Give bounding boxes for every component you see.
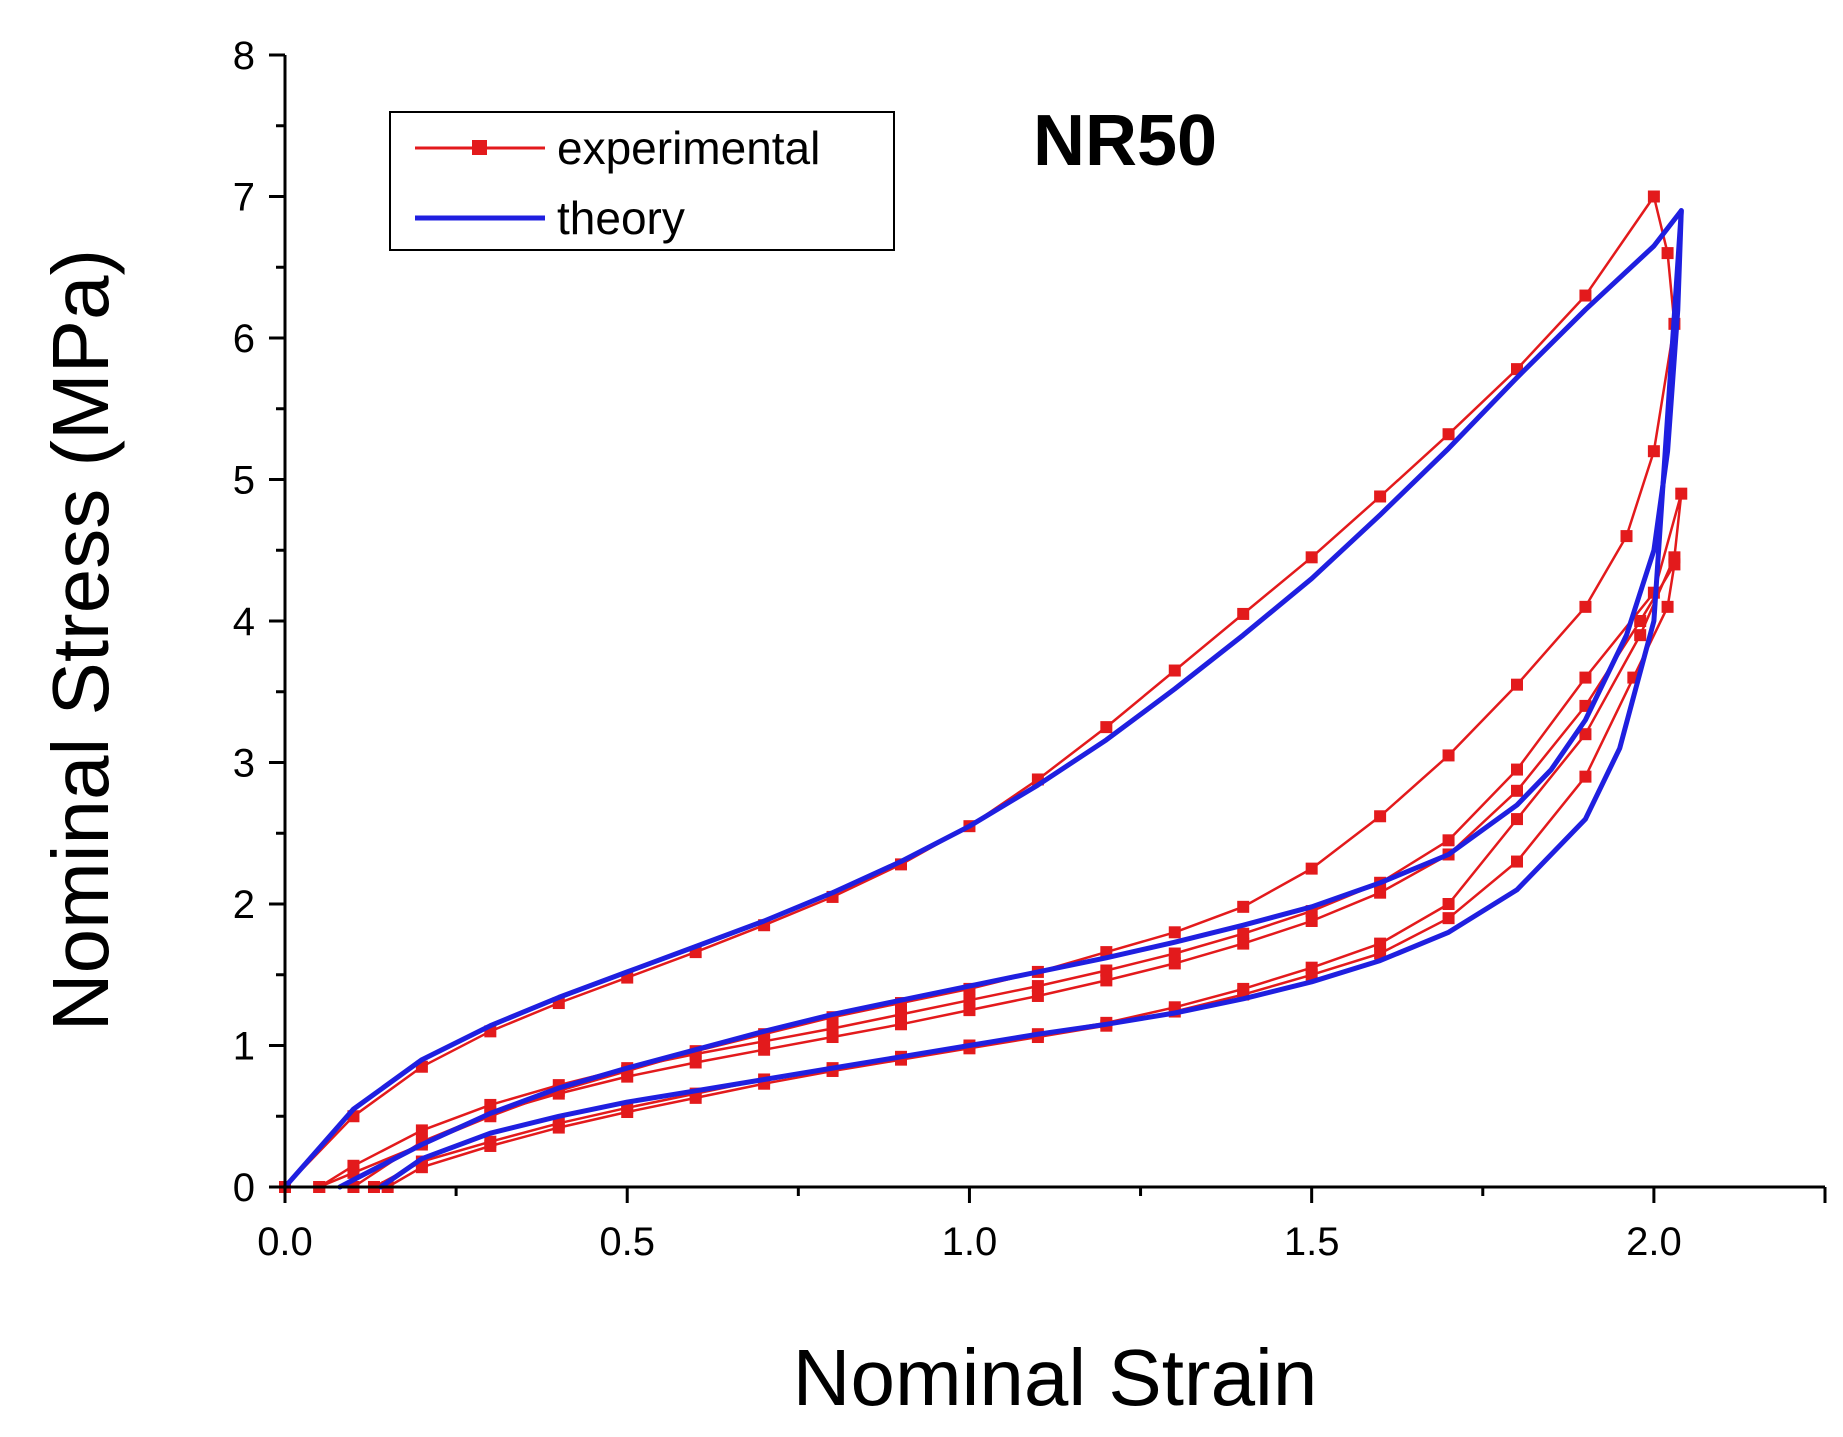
chart-title: NR50 [1033,101,1217,181]
experimental-point [347,1159,360,1172]
experimental-point [621,1106,634,1119]
experimental-point [1305,551,1318,564]
x-axis-title: Nominal Strain [793,1333,1318,1422]
series-layer [279,190,1688,1193]
experimental-point [1374,947,1387,960]
experimental-point [1511,678,1523,691]
experimental-point [1668,558,1681,571]
experimental-point [689,1056,702,1069]
experimental-point [1237,927,1250,940]
experimental-point [895,1008,907,1021]
legend-box [389,111,895,251]
y-tick-label: 1 [233,1025,255,1069]
experimental-point [552,1121,565,1134]
experimental-point [415,1124,428,1137]
experimental-point [758,1043,771,1056]
experimental-point [1647,445,1660,458]
experimental-point [1031,989,1044,1002]
experimental-point [1168,947,1181,960]
experimental-point [895,1018,907,1031]
experimental-point [826,1031,839,1044]
experimental-point [484,1139,497,1152]
experimental-point [621,1070,634,1083]
experimental-point [1100,721,1113,734]
experimental-point [1634,629,1647,642]
legend: experimental theory [389,111,895,251]
y-tick-label: 0 [233,1166,255,1210]
experimental-point [1579,728,1592,741]
legend-experimental-label: experimental [557,122,820,174]
experimental-point [1661,247,1674,260]
experimental-point [1305,862,1318,875]
y-tick-label: 6 [233,317,255,361]
experimental-point [1579,600,1592,613]
experimental-point [1305,914,1318,927]
experimental-point [1442,912,1455,925]
experimental-point [1237,900,1250,913]
experimental-point [689,1091,702,1104]
experimental-point [1511,855,1523,868]
experimental-point [1100,974,1113,987]
experimental-point [1579,770,1592,783]
y-tick-label: 2 [233,883,255,927]
experimental-curve [317,492,1683,1189]
experimental-point [1168,926,1181,939]
experimental-point [1511,784,1523,797]
experimental-point [1168,664,1181,677]
experimental-point [1579,289,1592,302]
y-tick-label: 4 [233,600,255,644]
experimental-point [1661,600,1674,613]
experimental-point [1675,487,1688,500]
x-tick-label: 0.5 [599,1220,655,1264]
experimental-point [1100,964,1113,977]
ticks-layer: 0.0 0.5 1.0 1.5 2.0 0 1 2 3 4 5 6 7 8 [233,34,1827,1264]
experimental-point [1511,813,1523,826]
experimental-point [963,1004,976,1017]
x-tick-label: 0.0 [257,1220,313,1264]
experimental-point [963,994,976,1007]
experimental-point [1442,749,1455,762]
experimental-point [1374,886,1387,899]
experimental-curve [283,195,1676,1189]
experimental-point [1374,937,1387,950]
x-tick-label: 1.5 [1284,1220,1340,1264]
experimental-point [415,1161,428,1174]
experimental-point [1442,428,1455,441]
experimental-point [1511,763,1523,776]
experimental-point [1647,190,1660,203]
y-tick-label: 7 [233,176,255,220]
experimental-point [1237,937,1250,950]
experimental-point [1442,834,1455,847]
experimental-point [1031,980,1044,993]
y-tick-label: 5 [233,459,255,503]
experimental-curve [352,563,1676,1189]
y-tick-label: 8 [233,34,255,78]
x-tick-label: 1.0 [942,1220,998,1264]
experimental-point [1237,607,1250,620]
y-tick-label: 3 [233,742,255,786]
experimental-point [1374,490,1387,503]
theory-curve [378,208,1684,1190]
experimental-point [1305,968,1318,981]
experimental-point [1634,615,1647,627]
experimental-point [1579,671,1592,684]
experimental-point [1168,957,1181,970]
x-tick-label: 2.0 [1626,1220,1682,1264]
legend-theory-label: theory [557,192,685,244]
legend-experimental-marker [472,140,487,155]
experimental-point [1620,530,1633,543]
experimental-point [1374,810,1387,823]
y-axis-title: Nominal Stress (MPa) [36,249,125,1031]
theory-curve [282,208,1684,1190]
experimental-point [1442,898,1455,910]
